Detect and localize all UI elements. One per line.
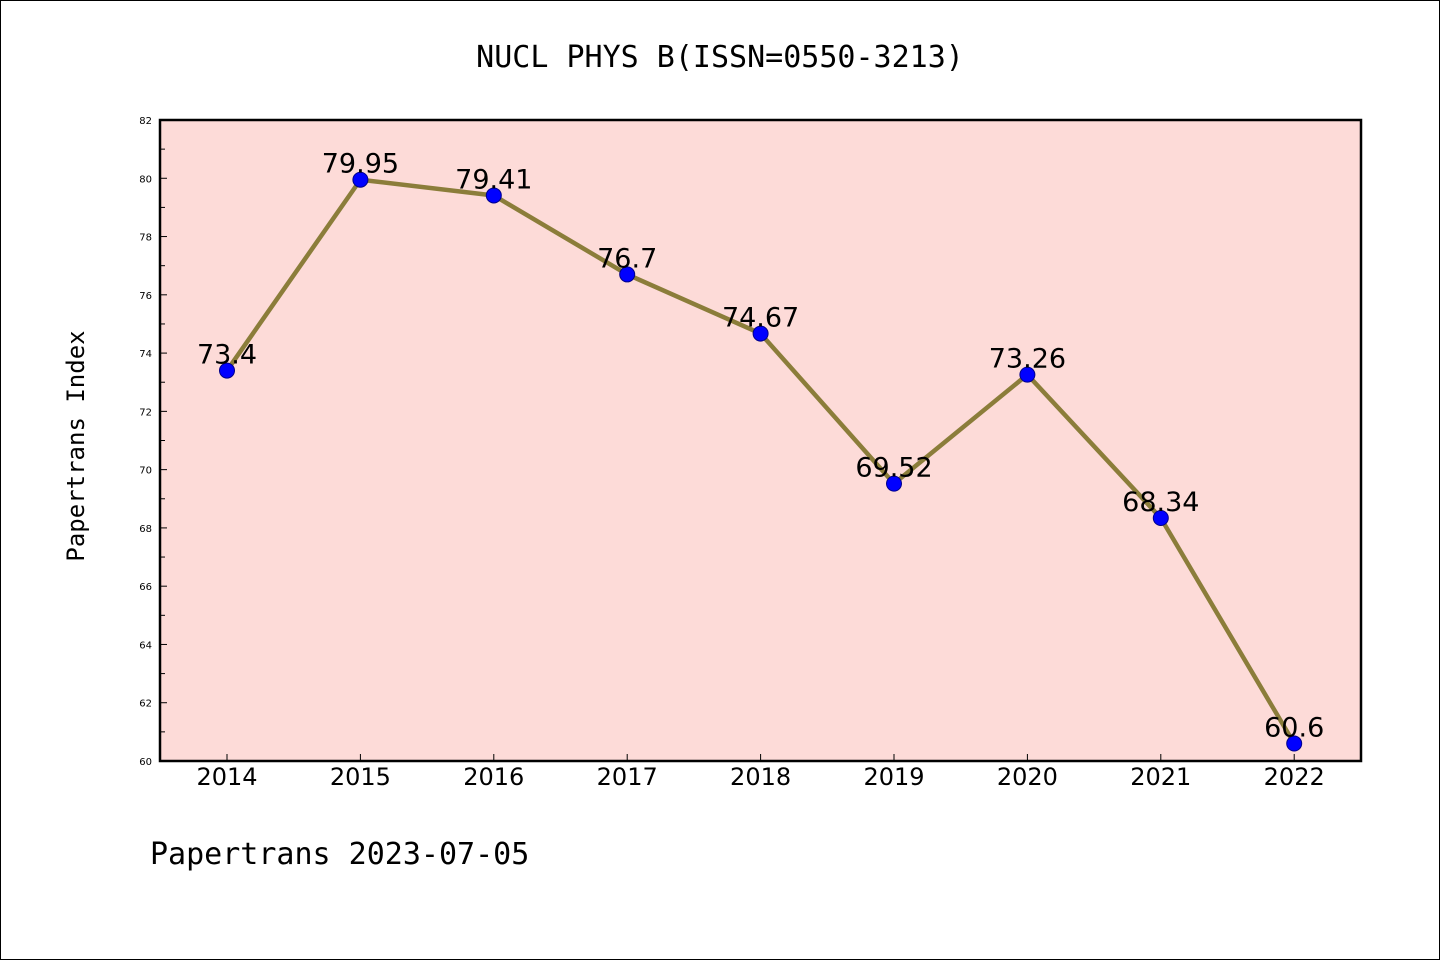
data-point [1286, 735, 1303, 752]
data-label: 79.41 [455, 164, 532, 195]
x-tick-label: 2018 [730, 763, 791, 791]
data-label: 69.52 [855, 453, 932, 484]
plot-area [158, 118, 1363, 763]
y-tick-label: 80 [139, 174, 152, 185]
data-label: 74.67 [722, 303, 799, 334]
data-point [485, 187, 502, 204]
data-point [752, 325, 769, 342]
y-tick-label: 76 [139, 291, 152, 302]
data-point [886, 475, 902, 492]
data-labels: 73.4 79.95 79.41 76.7 74.67 69.52 73.26 68.34 60… [197, 149, 1324, 744]
y-tick-label: 68 [139, 524, 152, 535]
x-tick-label: 2021 [1130, 763, 1191, 791]
data-label: 73.4 [197, 340, 257, 371]
data-point [619, 266, 636, 283]
data-label: 76.7 [597, 243, 657, 274]
x-tick-label: 2015 [330, 763, 391, 791]
data-markers [219, 171, 1303, 752]
y-tick-label: 82 [139, 116, 152, 127]
y-tick-label: 72 [139, 407, 152, 418]
y-tick-label: 62 [139, 699, 152, 710]
data-point [1152, 510, 1169, 527]
x-tick-label: 2014 [196, 763, 257, 791]
data-label: 68.34 [1122, 487, 1199, 518]
chart-title: NUCL PHYS B(ISSN=0550-3213) [476, 40, 964, 75]
x-tick-label: 2022 [1264, 763, 1325, 791]
data-point [352, 171, 369, 188]
y-tick-label: 74 [139, 349, 152, 360]
data-label: 79.95 [322, 149, 399, 180]
x-tick-label: 2016 [463, 763, 524, 791]
y-tick-label: 66 [139, 582, 152, 593]
footer-text: Papertrans 2023-07-05 [150, 837, 529, 872]
y-tick-label: 78 [139, 233, 152, 244]
x-axis: 2014 2015 2016 2017 2018 2019 2020 2021 2022 [196, 754, 1325, 791]
y-tick-label: 60 [139, 757, 152, 768]
y-tick-label: 70 [139, 466, 152, 477]
x-tick-label: 2020 [997, 763, 1058, 791]
data-label: 60.6 [1264, 713, 1324, 744]
x-tick-label: 2019 [863, 763, 924, 791]
data-point [219, 362, 235, 379]
y-axis-label: Papertrans Index [62, 330, 90, 561]
y-axis: 60 62 64 66 68 70 72 74 76 78 80 82 [139, 116, 167, 768]
data-label: 73.26 [989, 344, 1066, 375]
data-point [1019, 366, 1036, 383]
x-tick-label: 2017 [597, 763, 658, 791]
y-tick-label: 64 [139, 640, 152, 651]
